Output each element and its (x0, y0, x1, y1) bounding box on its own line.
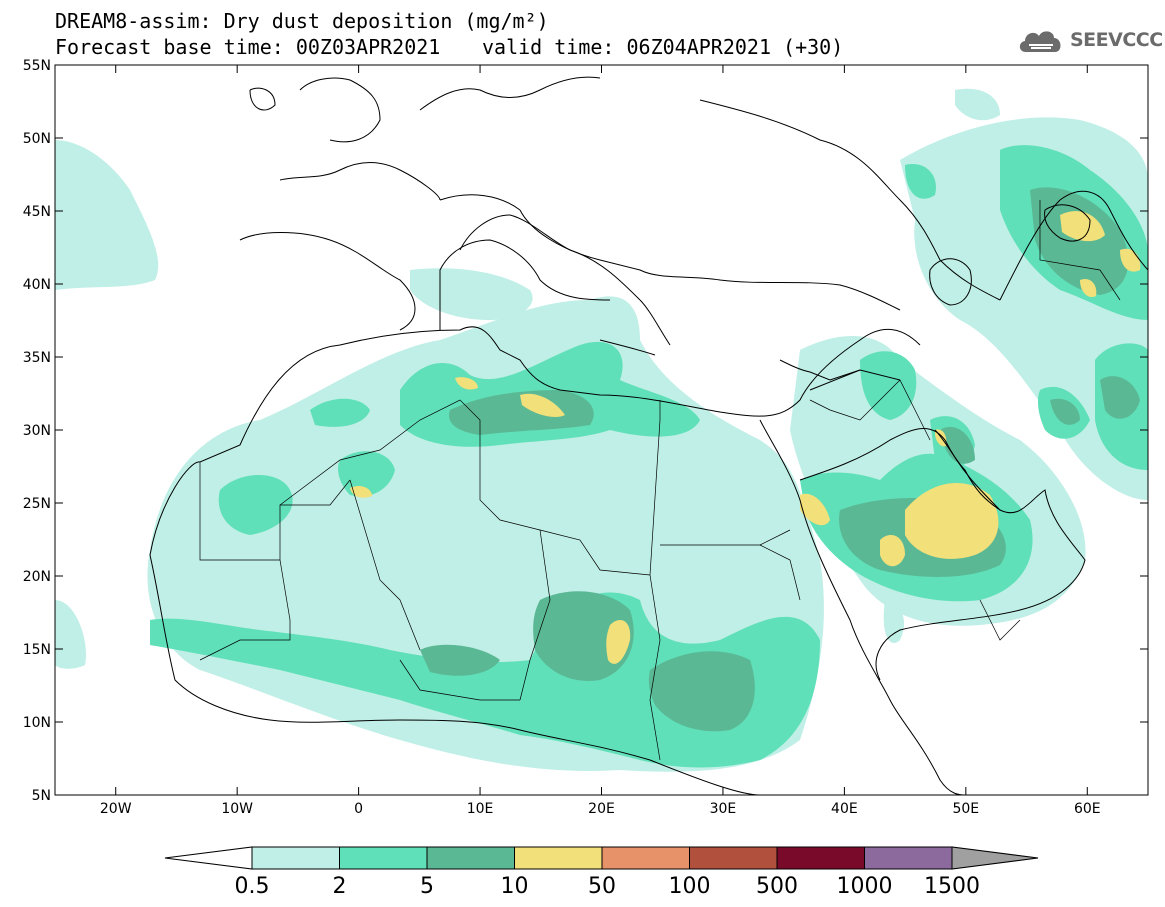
colorbar-segment (689, 846, 778, 870)
lon-tick-label: 30E (710, 801, 737, 817)
lon-tick-label: 10W (221, 801, 253, 817)
lon-tick-label: 20W (100, 801, 132, 817)
colorbar-segment (339, 846, 428, 870)
colorbar-segment (426, 846, 515, 870)
lon-tick-label: 0 (354, 801, 363, 817)
lat-tick-label: 15N (23, 642, 51, 658)
colorbar-segment (601, 846, 690, 870)
country-borders (199, 200, 1121, 761)
coastlines (149, 76, 1148, 795)
lat-tick-label: 50N (23, 131, 51, 147)
colorbar-segment (251, 846, 340, 870)
seevccc-logo: SEEVCCC (1016, 22, 1163, 58)
latitude-axis: 55N 50N 45N 40N 35N 30N 25N 20N 15N 10N 5N (23, 58, 1148, 804)
lat-tick-label: 5N (32, 788, 51, 804)
colorbar-label: 500 (756, 874, 798, 899)
lat-tick-label: 45N (23, 204, 51, 220)
lat-tick-label: 55N (23, 58, 51, 74)
colorbar-label: 50 (588, 874, 616, 899)
colorbar-label: 0.5 (235, 874, 270, 899)
colorbar-label: 1000 (837, 874, 893, 899)
colorbar: 0.5 2 5 10 50 100 500 1000 1500 (164, 846, 1039, 899)
lon-tick-label: 40E (831, 801, 858, 817)
logo-text: SEEVCCC (1070, 29, 1163, 51)
base-time-label: Forecast base time: 00Z03APR2021 (55, 35, 441, 59)
colorbar-label: 100 (669, 874, 711, 899)
lat-tick-label: 20N (23, 569, 51, 585)
colorbar-segment (864, 846, 953, 870)
lat-tick-label: 35N (23, 350, 51, 366)
lat-tick-label: 10N (23, 715, 51, 731)
longitude-axis: 20W 10W 0 10E 20E 30E 40E 50E 60E (100, 65, 1101, 817)
colorbar-label: 2 (333, 874, 347, 899)
cloud-icon (1019, 31, 1061, 52)
colorbar-over-arrow (951, 846, 1039, 870)
colorbar-segment (776, 846, 865, 870)
colorbar-under-arrow (164, 846, 253, 870)
lat-tick-label: 40N (23, 277, 51, 293)
dust-field (55, 88, 1148, 772)
colorbar-label: 10 (501, 874, 529, 899)
colorbar-segment (514, 846, 603, 870)
lon-tick-label: 20E (588, 801, 615, 817)
lon-tick-label: 10E (467, 801, 494, 817)
map-title: DREAM8-assim: Dry dust deposition (mg/m²… (55, 9, 549, 33)
valid-time-label: valid time: 06Z04APR2021 (+30) (482, 35, 844, 59)
lon-tick-label: 50E (952, 801, 979, 817)
lon-tick-label: 60E (1074, 801, 1101, 817)
colorbar-label: 5 (420, 874, 434, 899)
colorbar-label: 1500 (924, 874, 980, 899)
lat-tick-label: 25N (23, 496, 51, 512)
lat-tick-label: 30N (23, 423, 51, 439)
